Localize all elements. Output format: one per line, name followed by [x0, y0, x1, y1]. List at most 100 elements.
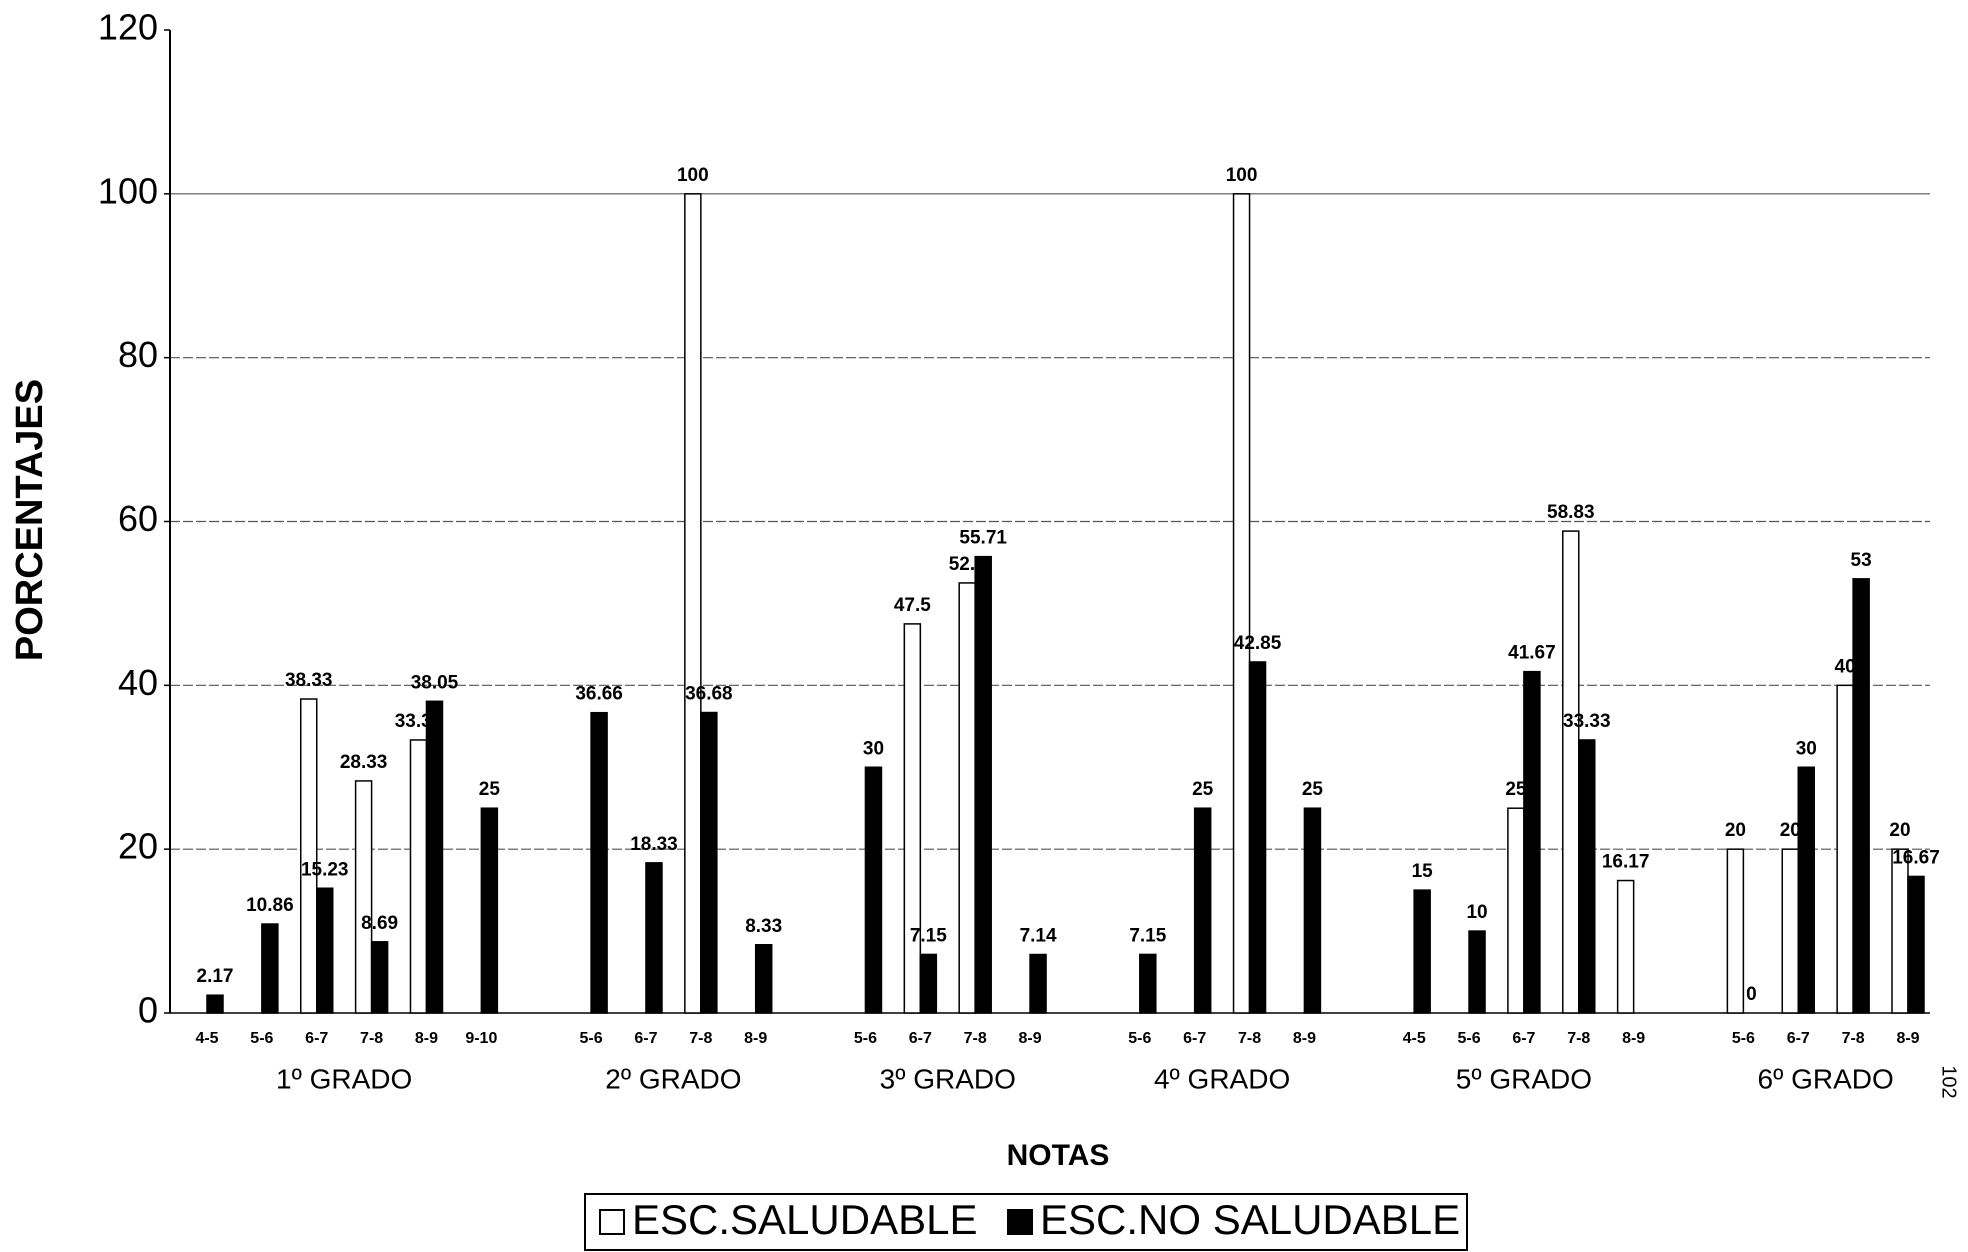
data-label: 100 — [677, 165, 709, 186]
x-tick-label: 6-7 — [305, 1030, 328, 1047]
bar — [645, 862, 663, 1014]
x-tick-label: 5-6 — [1457, 1030, 1480, 1047]
bar — [974, 555, 992, 1014]
bar — [1029, 953, 1047, 1014]
y-tick-label: 0 — [138, 990, 158, 1031]
data-label: 36.68 — [685, 684, 733, 705]
data-label: 20 — [1780, 820, 1801, 841]
y-axis-title: PORCENTAJES — [9, 379, 51, 661]
x-tick-label: 7-8 — [1567, 1030, 1590, 1047]
group-label: 4º GRADO — [1154, 1063, 1290, 1094]
x-tick-label: 6-7 — [909, 1030, 932, 1047]
bar — [754, 944, 773, 1014]
x-tick-label: 5-6 — [250, 1030, 273, 1047]
bar — [315, 887, 334, 1014]
data-label: 8.69 — [361, 913, 398, 934]
bar — [903, 623, 922, 1014]
bar — [1248, 661, 1267, 1014]
x-tick-label: 6-7 — [1787, 1030, 1810, 1047]
data-label: 30 — [1796, 738, 1817, 759]
data-label: 15 — [1412, 861, 1434, 882]
x-tick-label: 8-9 — [1622, 1030, 1645, 1047]
data-label: 7.14 — [1020, 926, 1057, 947]
data-label: 53 — [1851, 550, 1872, 571]
data-label: 7.15 — [1129, 925, 1166, 946]
bar — [1726, 848, 1745, 1014]
legend-label: ESC.NO SALUDABLE — [1040, 1196, 1460, 1243]
group-label: 3º GRADO — [880, 1063, 1016, 1094]
y-tick-label: 100 — [98, 170, 158, 211]
bar — [1781, 848, 1800, 1014]
bar — [1562, 530, 1580, 1014]
bar — [1907, 875, 1925, 1014]
legend-swatch — [1007, 1209, 1033, 1235]
bar — [1891, 848, 1909, 1014]
x-tick-label: 7-8 — [964, 1030, 987, 1047]
data-label: 25 — [1505, 779, 1527, 800]
bar — [1303, 807, 1322, 1014]
data-label: 33.33 — [1563, 711, 1611, 732]
x-tick-label: 4-5 — [195, 1030, 218, 1047]
data-label: 7.15 — [910, 925, 947, 946]
data-label: 36.66 — [575, 684, 623, 705]
x-tick-label: 5-6 — [580, 1030, 603, 1047]
data-label: 42.85 — [1234, 633, 1282, 654]
bar — [206, 994, 224, 1014]
data-label: 58.83 — [1547, 502, 1595, 523]
data-label: 16.67 — [1892, 847, 1940, 868]
bar — [1468, 930, 1486, 1014]
data-label: 38.05 — [411, 672, 459, 693]
data-label: 47.5 — [894, 595, 931, 616]
bar — [370, 941, 389, 1014]
y-tick-label: 80 — [118, 334, 158, 375]
data-label: 28.33 — [340, 752, 388, 773]
group-label: 2º GRADO — [605, 1063, 741, 1094]
x-tick-label: 8-9 — [415, 1030, 438, 1047]
x-tick-label: 5-6 — [854, 1030, 877, 1047]
data-label: 25 — [479, 779, 501, 800]
data-label: 55.71 — [959, 528, 1007, 549]
bar — [684, 193, 702, 1014]
bar — [480, 807, 499, 1014]
y-tick-label: 60 — [118, 498, 158, 539]
bar — [1507, 807, 1525, 1014]
legend-swatch — [599, 1209, 625, 1235]
data-label: 100 — [1226, 165, 1258, 186]
data-label: 8.33 — [745, 916, 782, 937]
y-tick-label: 40 — [118, 662, 158, 703]
x-tick-label: 6-7 — [634, 1030, 657, 1047]
x-tick-label: 8-9 — [744, 1030, 767, 1047]
x-tick-label: 7-8 — [360, 1030, 383, 1047]
bar — [1232, 193, 1251, 1014]
bar — [864, 766, 883, 1014]
data-label: 40 — [1835, 656, 1856, 677]
bar — [261, 923, 279, 1014]
x-tick-label: 8-9 — [1896, 1030, 1919, 1047]
bar — [1193, 807, 1212, 1014]
bar — [1852, 578, 1870, 1014]
data-label: 30 — [863, 738, 884, 759]
bar — [590, 711, 608, 1014]
group-label: 6º GRADO — [1758, 1063, 1894, 1094]
data-label: 10.86 — [246, 895, 294, 916]
x-tick-label: 8-9 — [1019, 1030, 1042, 1047]
bar — [919, 953, 938, 1014]
bar — [354, 780, 373, 1014]
y-tick-label: 120 — [98, 7, 158, 48]
bar — [700, 711, 718, 1014]
x-tick-label: 5-6 — [1732, 1030, 1755, 1047]
y-tick-label: 20 — [118, 826, 158, 867]
data-label: 25 — [1192, 779, 1214, 800]
data-label: 16.17 — [1602, 852, 1650, 873]
x-tick-label: 7-8 — [1842, 1030, 1865, 1047]
x-tick-label: 6-7 — [1512, 1030, 1535, 1047]
bar — [425, 700, 444, 1014]
data-label: 20 — [1889, 820, 1910, 841]
data-label: 15.23 — [301, 859, 349, 880]
x-tick-label: 6-7 — [1183, 1030, 1206, 1047]
bar — [299, 698, 318, 1014]
x-tick-label: 7-8 — [1238, 1030, 1261, 1047]
bar — [1616, 879, 1635, 1014]
x-tick-label: 7-8 — [689, 1030, 712, 1047]
